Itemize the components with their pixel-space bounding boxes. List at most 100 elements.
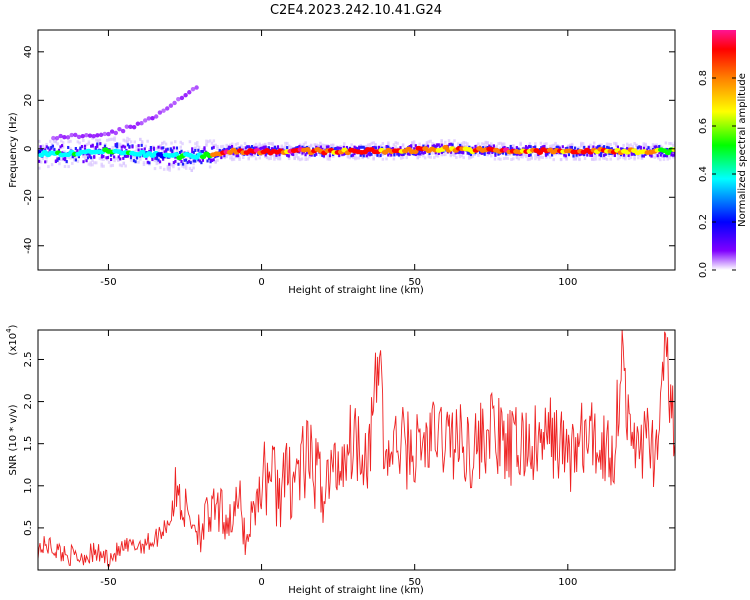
- spectrogram-cell-mid: [180, 160, 183, 164]
- spectrogram-cell-mid: [564, 147, 567, 151]
- spectrogram-cell-mid: [419, 152, 422, 156]
- spectrogram-cell-halo: [372, 141, 375, 145]
- spectrogram-cell-halo: [580, 144, 583, 148]
- spectrogram-cell-halo: [155, 146, 159, 150]
- spectrogram-cell-mid: [51, 144, 54, 148]
- spectrogram-cell-mid: [201, 158, 205, 162]
- spectrogram-branch-cell: [157, 110, 163, 115]
- spectrogram-cell-mid: [408, 152, 411, 156]
- spectrogram-cell-halo: [462, 144, 465, 148]
- spectrogram-cell-halo: [258, 142, 261, 146]
- spectrogram-cell-mid: [223, 147, 226, 151]
- spectrogram-cell-mid: [90, 156, 93, 160]
- spectrogram-cell-halo: [85, 142, 89, 146]
- spectrogram-cell-mid: [220, 156, 223, 160]
- spectrogram-cell-halo: [287, 157, 291, 161]
- spectrogram-cell-halo: [271, 141, 274, 145]
- spectrogram-cell-halo: [60, 158, 63, 162]
- spectrogram-cell-mid: [160, 146, 163, 150]
- spectrogram-cell-mid: [436, 143, 439, 147]
- spectrogram-cell-mid: [79, 146, 82, 150]
- spectrogram-cell-mid: [479, 150, 482, 154]
- spectrogram-cell-mid: [106, 156, 110, 160]
- spectrogram-branch-cell: [124, 124, 130, 129]
- spectrogram-cell-halo: [320, 146, 324, 150]
- spectrogram-cell-halo: [466, 142, 469, 146]
- spectrogram-cell-halo: [133, 149, 137, 153]
- spectrogram-cell-halo: [201, 152, 205, 156]
- spectrogram-cell-halo: [506, 156, 510, 160]
- spectrogram-cell-halo: [569, 143, 572, 147]
- spectrogram-cell-halo: [644, 145, 647, 149]
- colorbar-ticks: 0.0 0.2 0.4 0.6 0.8: [698, 70, 736, 278]
- spectrogram-cell-halo: [366, 143, 370, 147]
- spectrogram-cell-mid: [113, 155, 116, 159]
- spectrogram-cell-mid: [599, 151, 603, 155]
- spectrogram-branch-cell: [179, 95, 185, 101]
- spectrogram-cell-halo: [642, 142, 646, 146]
- spectrogram-cell-halo: [614, 143, 618, 147]
- snr-scale-text: (x104): [5, 324, 19, 355]
- spectrogram-branch-cell: [168, 103, 174, 108]
- spectrogram-cell-mid: [88, 154, 91, 158]
- spectrogram-branch-cell: [120, 128, 126, 134]
- spectrogram-cell-halo: [521, 155, 524, 159]
- spectrogram-cell-halo: [469, 155, 473, 159]
- snr-y-tick-label: 1.5: [23, 436, 34, 452]
- spectrogram-cell-halo: [411, 141, 414, 145]
- spectrogram-cell-halo: [185, 161, 188, 165]
- spectrogram-cell-halo: [129, 140, 133, 144]
- spectrogram-cell-mid: [460, 150, 463, 154]
- spectrogram-cell-halo: [326, 154, 329, 158]
- spectrogram-cell-halo: [343, 142, 346, 146]
- spectrogram-cell-halo: [162, 167, 166, 171]
- spectrogram-cell-halo: [660, 145, 664, 149]
- spectrogram-cell-halo: [216, 158, 219, 162]
- spectrogram-cell-halo: [635, 143, 638, 147]
- spectrogram-cell-halo: [603, 156, 607, 160]
- spectrogram-branch-cell: [131, 124, 137, 130]
- spectrogram-cell-mid: [592, 145, 595, 149]
- spectrogram-cell-halo: [243, 148, 247, 152]
- spectrogram-cell-halo: [122, 138, 126, 142]
- spectrogram-cell-halo: [295, 154, 298, 158]
- spectrogram-cell-mid: [439, 145, 442, 149]
- spectrogram-cell-halo: [423, 156, 427, 160]
- spectrogram-cell-halo: [616, 157, 620, 161]
- spectrogram-cell-mid: [290, 152, 293, 156]
- spectrogram-cell-halo: [387, 143, 390, 147]
- spectrogram-cell-mid: [483, 152, 486, 156]
- spectrogram-cell-mid: [122, 156, 125, 160]
- spectrogram-cell-halo: [111, 145, 114, 149]
- spectrogram-cell-halo: [205, 143, 208, 147]
- spectrogram-cell-halo: [181, 164, 184, 168]
- spectrogram-cell-mid: [263, 145, 266, 149]
- spectrogram-cell-mid: [503, 146, 506, 150]
- spectrogram-cell-halo: [462, 156, 465, 160]
- spectrogram-cell-mid: [462, 151, 465, 155]
- spectrogram-cell-halo: [115, 157, 118, 161]
- spectrogram-cell-halo: [304, 141, 307, 145]
- spectrogram-cell-mid: [482, 146, 485, 150]
- spectrogram-cell-mid: [41, 148, 44, 152]
- spectrogram-cell-mid: [64, 156, 67, 160]
- spectrogram-cell-halo: [425, 141, 429, 145]
- spectrogram-cell-halo: [100, 157, 103, 161]
- spectrogram-cell-halo: [308, 155, 311, 159]
- spectrogram-cell-mid: [114, 144, 117, 148]
- spectrogram-cell-halo: [302, 144, 306, 148]
- spectrogram-cell-halo: [477, 142, 480, 146]
- spectrogram-cell-halo: [212, 144, 216, 148]
- spectrogram-cell-mid: [529, 153, 532, 157]
- spectrogram-cell-halo: [72, 158, 76, 162]
- spectrogram-cell-halo: [484, 141, 488, 145]
- spectrogram-cell-mid: [368, 150, 371, 154]
- spectrogram-cell-mid: [99, 142, 102, 146]
- spectrogram-cell-mid: [338, 146, 341, 150]
- spectrogram-cell-halo: [440, 139, 443, 143]
- spectrogram-cell-mid: [402, 152, 405, 156]
- colorbar-tick-label: 0.6: [698, 118, 709, 134]
- spectrogram-cell-halo: [225, 143, 228, 147]
- spectrogram-cell-mid: [229, 146, 232, 150]
- spectrogram-cell-mid: [583, 153, 586, 157]
